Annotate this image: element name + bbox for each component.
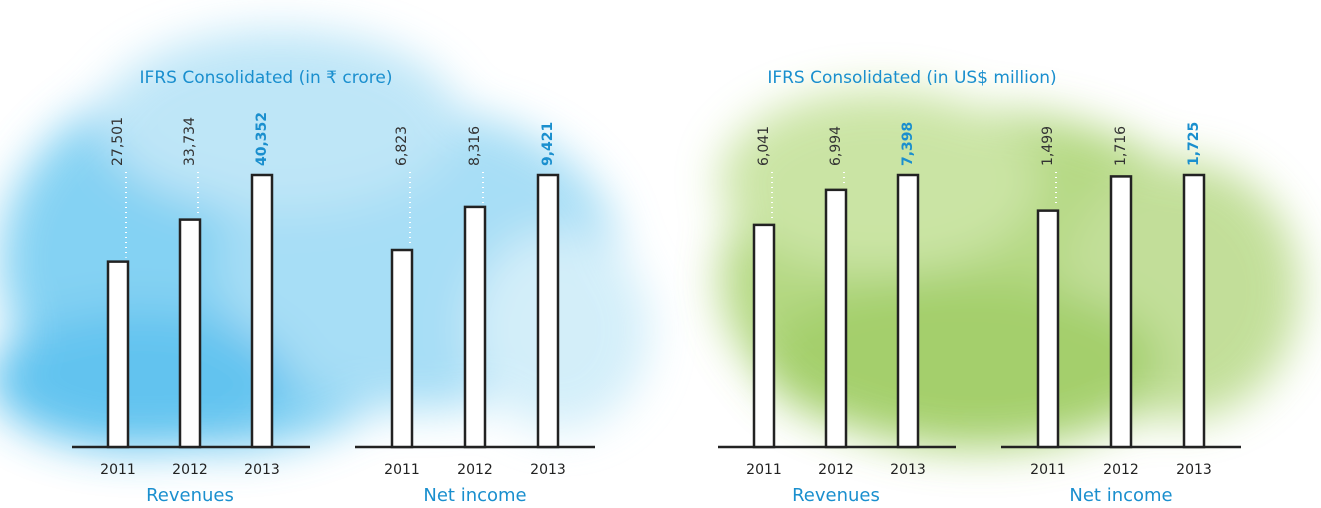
x-tick-label: 2012 [818, 462, 854, 478]
x-tick-label: 2012 [172, 462, 208, 478]
bar [106, 260, 130, 449]
green-wash [720, 90, 1300, 450]
panel-title: IFRS Consolidated (in ₹ crore) [140, 68, 393, 88]
value-label: 9,421 [540, 122, 556, 166]
x-tick-label: 2013 [1176, 462, 1212, 478]
value-label: 1,725 [1186, 122, 1202, 166]
bar [250, 173, 274, 449]
value-label: 40,352 [254, 112, 270, 166]
value-label: 6,041 [756, 126, 772, 166]
group-label: Revenues [792, 485, 880, 506]
bar [1182, 173, 1206, 449]
value-label: 1,499 [1040, 126, 1056, 166]
bar [178, 218, 202, 449]
x-tick-label: 2013 [244, 462, 280, 478]
bar [896, 173, 920, 449]
value-label: 8,316 [467, 126, 483, 166]
bar [390, 248, 414, 449]
group-label: Net income [1069, 485, 1172, 506]
value-label: 6,994 [828, 126, 844, 166]
value-label: 27,501 [110, 117, 126, 166]
bar [1109, 175, 1133, 449]
x-tick-label: 2012 [1103, 462, 1139, 478]
bar [463, 205, 487, 449]
x-tick-label: 2013 [530, 462, 566, 478]
bar [824, 188, 848, 449]
group-label: Net income [423, 485, 526, 506]
x-tick-label: 2011 [100, 462, 136, 478]
value-label: 1,716 [1113, 126, 1129, 166]
x-tick-label: 2011 [384, 462, 420, 478]
x-tick-label: 2012 [457, 462, 493, 478]
bar [536, 173, 560, 449]
value-label: 33,734 [182, 117, 198, 166]
x-tick-label: 2013 [890, 462, 926, 478]
bar [1036, 209, 1060, 449]
value-label: 6,823 [394, 126, 410, 166]
x-tick-label: 2011 [1030, 462, 1066, 478]
group-label: Revenues [146, 485, 234, 506]
bar [752, 223, 776, 449]
x-tick-label: 2011 [746, 462, 782, 478]
value-label: 7,398 [900, 122, 916, 166]
panel-title: IFRS Consolidated (in US$ million) [767, 68, 1056, 88]
